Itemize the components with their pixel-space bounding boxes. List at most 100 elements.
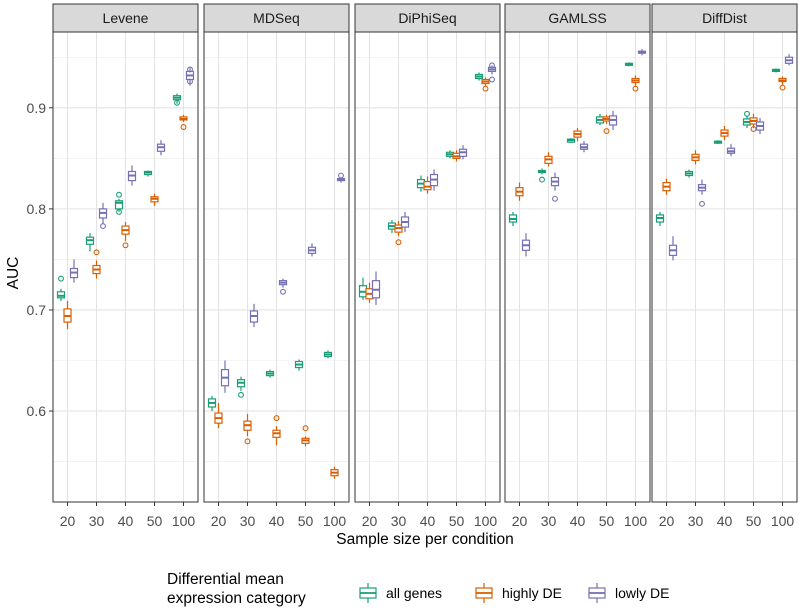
box-gamlss-low-100 [637,49,647,56]
y-axis-title: AUC [5,257,22,290]
strip-gamlss [504,3,651,33]
outlier-point [100,223,106,230]
box-levene-high-100 [179,114,188,130]
box-mdseq-all-30 [236,376,246,398]
box-diffdist-high-100 [778,76,787,91]
outlier-point [244,438,251,445]
box-gamlss-low-30 [550,172,560,202]
outlier-point [58,275,64,282]
box-gamlss-all-40 [566,138,576,144]
x-tick-label: 40 [717,513,733,529]
outlier-point [489,76,495,83]
x-tick-label: 50 [599,513,615,529]
x-tick-label: 50 [449,513,465,529]
outlier-point [116,208,122,215]
box-gamlss-high-20 [515,182,524,201]
y-tick-label: 0.9 [27,100,47,116]
y-tick-label: 0.7 [27,302,47,318]
box-diffdist-high-40 [720,126,729,141]
box-gamlss-all-20 [508,211,518,227]
box-diphiseq-low-100 [487,62,497,83]
box-levene-low-30 [98,202,108,230]
box-gamlss-low-50 [608,110,618,131]
box-diphiseq-all-30 [387,220,397,234]
box-levene-all-40 [114,191,124,215]
x-tick-label: 100 [474,513,498,529]
box-mdseq-high-50 [301,425,310,447]
box-diphiseq-low-30 [400,211,410,233]
x-tick-label: 30 [240,513,256,529]
outlier-point [180,124,187,130]
box-diphiseq-high-100 [481,77,490,92]
x-tick-label: 50 [147,513,163,529]
box-iqr [114,200,124,210]
y-axis: 0.6 0.7 0.8 0.9 [27,100,53,419]
x-tick-label: 100 [624,513,648,529]
box-gamlss-low-20 [521,233,531,257]
strip-label-mdseq: MDSeq [253,10,300,26]
box-gamlss-low-40 [579,141,589,153]
box-levene-low-50 [156,140,166,156]
strip-label-gamlss: GAMLSS [548,10,606,26]
box-levene-all-20 [56,275,66,301]
box-gamlss-high-50 [602,114,611,135]
box-gamlss-high-30 [544,152,553,167]
outlier-point [750,126,757,132]
y-tick-label: 0.8 [27,201,47,217]
outlier-point [93,249,100,256]
box-diffdist-all-30 [684,169,694,178]
strip-diffdist [651,3,798,33]
box-diffdist-low-50 [755,117,765,135]
y-tick-label: 0.6 [27,403,47,419]
box-gamlss-all-30 [537,168,547,183]
box-diffdist-high-20 [662,178,671,195]
box-mdseq-low-50 [307,243,317,257]
x-tick-label: 30 [89,513,105,529]
x-tick-label: 20 [211,513,227,529]
box-diphiseq-low-40 [429,169,439,191]
box-levene-all-30 [85,233,95,252]
box-mdseq-all-50 [294,359,304,371]
outlier-point [552,195,558,202]
legend-label-all: all genes [386,585,442,601]
box-diphiseq-high-50 [452,150,461,162]
outlier-point [280,288,286,295]
box-diphiseq-all-100 [474,72,484,81]
outlier-point [174,99,180,106]
x-tick-label: 100 [323,513,347,529]
legend: Differential mean expression category al… [167,571,669,607]
legend-item-all: all genes [356,581,442,605]
box-diffdist-all-100 [771,68,781,73]
x-tick-label: 40 [118,513,134,529]
strip-label-diphiseq: DiPhiSeq [398,10,456,26]
box-levene-high-40 [121,222,130,249]
box-mdseq-high-20 [214,402,223,429]
x-tick-label: 50 [298,513,314,529]
panel-mdseq: MDSeq 20 30 40 50 100 [203,3,350,529]
box-gamlss-all-100 [624,62,634,67]
box-mdseq-high-30 [243,414,252,445]
x-tick-label: 20 [659,513,675,529]
strip-diphiseq [354,3,501,33]
outlier-point [238,391,244,398]
box-diffdist-low-30 [697,179,707,207]
box-levene-high-30 [92,249,101,279]
outlier-point [187,78,193,85]
outlier-point [489,62,495,69]
box-diphiseq-low-50 [458,145,468,160]
box-diphiseq-high-30 [394,221,403,246]
box-mdseq-low-30 [249,303,259,328]
outlier-point [116,191,122,198]
x-tick-label: 100 [172,513,196,529]
legend-item-high: highly DE [472,581,562,605]
x-tick-label: 20 [362,513,378,529]
box-diffdist-low-20 [668,236,678,261]
strip-levene [52,3,199,33]
box-diffdist-low-100 [784,54,794,66]
box-levene-low-20 [69,259,79,283]
x-tick-label: 20 [512,513,528,529]
box-gamlss-high-40 [573,128,582,142]
outlier-point [744,110,750,117]
